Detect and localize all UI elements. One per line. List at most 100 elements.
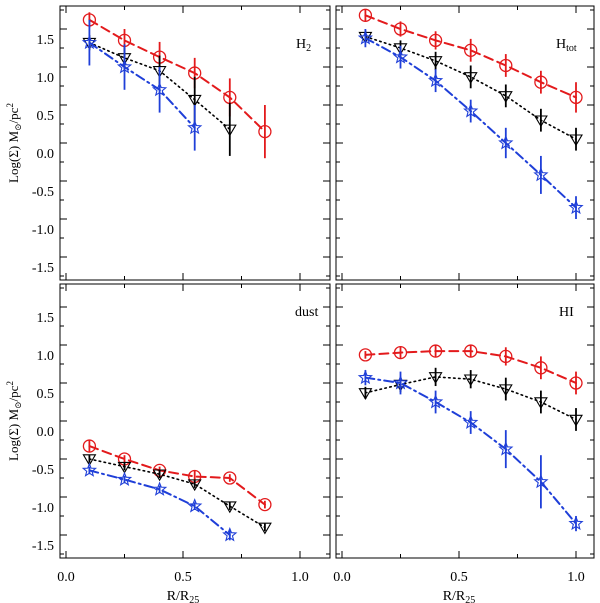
data-point-triangle — [82, 454, 97, 467]
x-tick-labels: 0.0 0.5 1.0 0.0 0.5 1.0 — [57, 570, 585, 585]
data-point-triangle — [533, 397, 548, 410]
data-point-circle — [258, 497, 272, 512]
data-point-triangle — [257, 522, 272, 535]
data-point-circle — [428, 344, 443, 358]
data-point-triangle — [498, 91, 513, 103]
axis-ticks — [60, 6, 594, 558]
data-point-circle — [569, 90, 583, 105]
x-tick-label: 0.0 — [333, 570, 351, 585]
data-point-circle — [534, 361, 548, 375]
data-point-triangle — [187, 94, 202, 107]
y-axis-title-top: Log(Σ) M⊙/pc2 — [5, 103, 23, 183]
y-tick-label: -1.0 — [32, 223, 54, 238]
data-point-star — [187, 498, 203, 513]
data-point-circle — [534, 75, 548, 89]
data-point-circle — [393, 22, 408, 36]
y-tick-label: 0.0 — [37, 147, 55, 162]
data-point-star — [81, 462, 98, 477]
y-tick-labels-top: 1.5 1.0 0.5 0.0 -0.5 -1.0 -1.5 — [32, 33, 54, 276]
y-tick-label: 1.5 — [37, 33, 55, 48]
x-axis-title-right: R/R25 — [443, 589, 476, 603]
y-tick-labels-bottom: 1.5 1.0 0.5 0.0 -0.5 -1.0 -1.5 — [32, 311, 54, 554]
series-line-red — [88, 18, 266, 133]
data-point-triangle — [222, 501, 237, 514]
y-tick-label: 1.0 — [37, 71, 55, 86]
y-tick-label: -1.0 — [32, 501, 54, 516]
data-point-triangle — [569, 134, 583, 147]
panel-label-h2: H2 — [296, 37, 311, 54]
data-point-star — [498, 134, 514, 150]
data-point-star — [392, 374, 409, 390]
data-point-star — [357, 369, 374, 385]
x-tick-label: 0.0 — [57, 570, 75, 585]
data-point-circle — [428, 33, 443, 48]
data-point-star — [568, 199, 584, 215]
data-point-triangle — [358, 388, 373, 400]
data-point-circle — [358, 348, 373, 362]
data-point-triangle — [463, 72, 478, 84]
data-point-triangle — [428, 372, 443, 385]
y-tick-label: -1.5 — [32, 539, 54, 554]
data-point-circle — [258, 124, 272, 139]
panel-dust — [59, 283, 331, 559]
series-line-black — [88, 458, 266, 529]
data-point-triangle — [428, 56, 443, 69]
y-tick-label: 1.5 — [37, 311, 55, 326]
panel-label-dust: dust — [295, 305, 318, 320]
data-point-triangle — [533, 115, 548, 128]
y-tick-label: -0.5 — [32, 463, 54, 478]
panel-label-htot: Htot — [556, 37, 577, 54]
y-tick-label: 1.0 — [37, 349, 55, 364]
data-point-triangle — [569, 414, 583, 427]
data-point-star — [357, 30, 374, 45]
data-point-star — [463, 103, 479, 118]
x-tick-label: 0.5 — [450, 570, 468, 585]
data-point-star — [116, 471, 133, 487]
data-point-star — [392, 49, 409, 64]
data-point-circle — [393, 345, 408, 360]
series-layer — [81, 8, 584, 542]
x-tick-label: 0.5 — [174, 570, 192, 585]
series-line-blue — [364, 376, 577, 525]
series-line-blue — [88, 41, 196, 129]
data-point-star — [116, 58, 133, 74]
data-point-triangle — [463, 374, 478, 387]
data-point-triangle — [187, 479, 202, 492]
x-tick-label: 1.0 — [291, 570, 309, 585]
x-tick-label: 1.0 — [567, 570, 585, 585]
data-point-star — [151, 481, 168, 496]
y-tick-label: 0.0 — [37, 425, 55, 440]
data-point-star — [568, 515, 584, 531]
data-point-star — [463, 414, 479, 430]
data-point-star — [151, 81, 168, 97]
data-point-star — [81, 34, 98, 50]
data-point-circle — [499, 349, 513, 364]
data-point-circle — [464, 344, 478, 358]
y-tick-label: 0.5 — [37, 109, 55, 124]
data-point-circle — [464, 43, 478, 57]
data-point-circle — [499, 58, 513, 73]
data-point-star — [427, 72, 444, 88]
data-point-star — [533, 166, 549, 182]
y-tick-label: 0.5 — [37, 387, 55, 402]
data-point-triangle — [152, 66, 167, 78]
data-point-triangle — [117, 461, 132, 474]
panel-label-hi: HI — [559, 305, 574, 320]
data-point-star — [498, 441, 514, 456]
data-point-star — [533, 473, 549, 489]
data-point-star — [187, 119, 203, 135]
data-point-circle — [358, 8, 373, 22]
y-tick-label: -0.5 — [32, 185, 54, 200]
y-axis-title-bottom: Log(Σ) M⊙/pc2 — [5, 381, 23, 461]
data-point-circle — [82, 439, 97, 453]
data-point-triangle — [393, 43, 408, 56]
y-tick-label: -1.5 — [32, 261, 54, 276]
data-point-star — [222, 526, 238, 542]
data-point-star — [427, 393, 444, 409]
data-point-triangle — [152, 469, 167, 482]
data-point-triangle — [498, 384, 513, 397]
series-line-red — [88, 445, 266, 506]
data-point-triangle — [222, 124, 237, 137]
data-point-circle — [569, 376, 583, 390]
